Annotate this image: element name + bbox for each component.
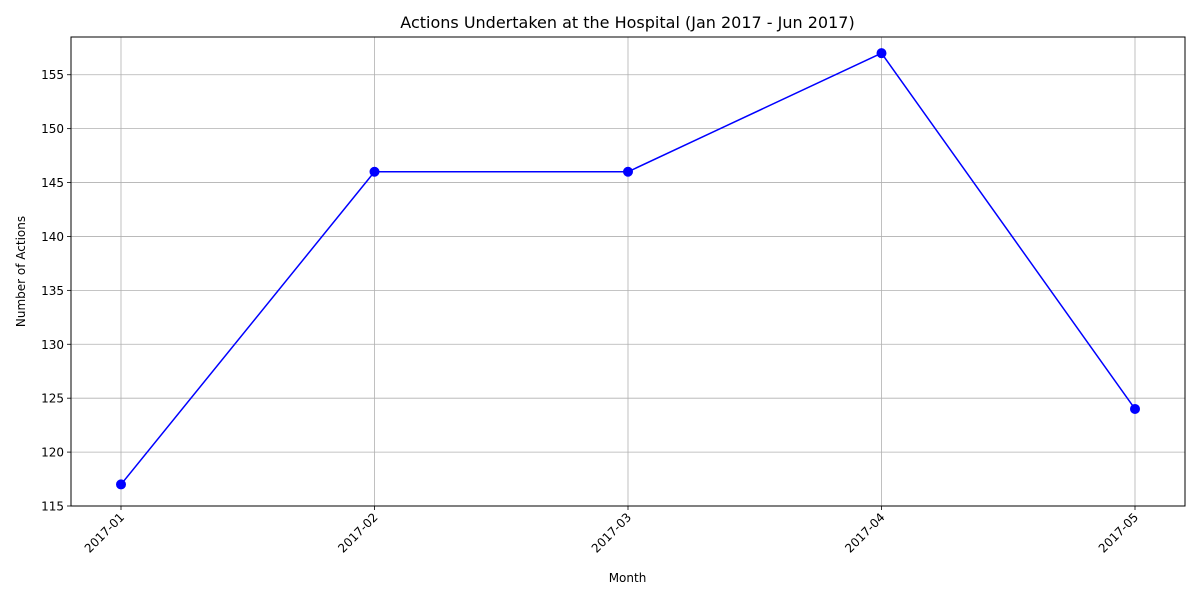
data-point: [623, 166, 633, 177]
y-tick-label: 150: [41, 122, 64, 136]
y-axis-ticks: 115 120 125 130 135 140 145 150 155: [41, 68, 71, 514]
data-point: [1130, 403, 1140, 414]
y-tick-label: 145: [41, 176, 64, 190]
y-tick-label: 140: [41, 230, 64, 244]
data-point: [369, 166, 380, 177]
data-point: [116, 479, 126, 490]
y-tick-label: 135: [41, 284, 64, 298]
y-tick-label: 120: [41, 446, 64, 460]
y-axis-title: Number of Actions: [14, 216, 28, 327]
y-tick-label: 125: [41, 392, 64, 406]
y-tick-label: 130: [41, 338, 64, 352]
y-tick-label: 155: [41, 68, 64, 82]
data-point: [876, 48, 887, 59]
y-tick-label: 115: [41, 500, 64, 514]
chart-title: Actions Undertaken at the Hospital (Jan …: [400, 13, 854, 32]
data-series: [116, 48, 1140, 490]
x-axis-title: Month: [609, 571, 647, 585]
